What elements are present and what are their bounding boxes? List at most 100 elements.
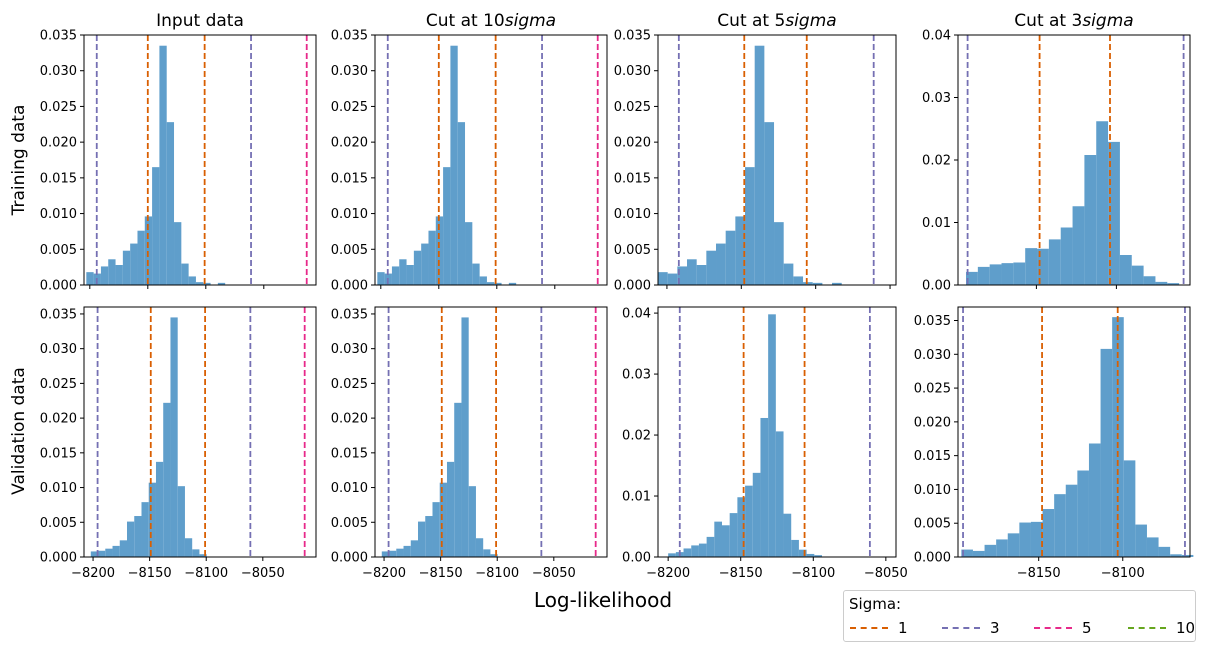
y-tick-label: 0.030 [614, 64, 651, 79]
histogram-bar [754, 45, 765, 286]
histogram-bar [170, 317, 178, 557]
histogram-bar [725, 230, 736, 285]
axes-frame [657, 34, 897, 286]
histogram-bar [108, 259, 116, 285]
histogram-bar [698, 543, 707, 557]
y-tick-label: 0.020 [331, 136, 368, 151]
panel-validation-0: 0.000 0.005 0.010 0.015 0.020 0.025 0.030 0.035… [40, 306, 317, 581]
histogram-bar [428, 230, 436, 285]
y-tick-label: 0.010 [40, 207, 77, 222]
y-tick-label: 0.02 [622, 429, 651, 444]
histogram-bar [439, 482, 447, 557]
y-tick-label: 0.030 [40, 342, 77, 357]
histogram-bar [1019, 522, 1031, 557]
axes-frame [957, 306, 1191, 558]
y-tick-label: 0.030 [331, 64, 368, 79]
axes-frame [657, 306, 897, 558]
panel-validation-3: 0.000 0.005 0.010 0.015 0.020 0.025 0.030 0.035… [914, 306, 1194, 581]
histogram-bar [141, 502, 149, 557]
x-tick-label: −8100 [475, 566, 519, 581]
histogram-bar [112, 545, 120, 557]
histogram-bar [166, 122, 175, 285]
histogram-bar [152, 167, 160, 285]
legend-label-10: 10 [1176, 619, 1196, 637]
histogram-bar [435, 216, 444, 285]
histogram-bar [446, 461, 455, 557]
y-tick-label: 0.020 [40, 412, 77, 427]
histogram-bar [486, 282, 495, 285]
histogram-bar [100, 266, 109, 285]
y-tick-label: 0.015 [614, 171, 651, 186]
x-tick-label: −8200 [646, 566, 690, 581]
histogram-bar [192, 549, 200, 557]
panel-title: Cut at 3sigma [1014, 11, 1133, 31]
y-tick-label: 0.010 [914, 483, 951, 498]
histogram-bar [667, 273, 678, 285]
histogram-bar [768, 314, 776, 557]
legend-label-5: 5 [1082, 619, 1092, 637]
row-label-training: Training data [9, 105, 29, 217]
y-tick-label: 0.015 [914, 449, 951, 464]
y-tick-label: 0.020 [614, 136, 651, 151]
histogram-bar [122, 250, 131, 285]
y-tick-label: 0.020 [914, 415, 951, 430]
histogram-bar [86, 272, 94, 285]
panel-training-2: 0.000 0.005 0.010 0.015 0.020 0.025 0.030 0.035… [614, 11, 897, 294]
y-tick-label: 0.020 [331, 412, 368, 427]
histogram-bar [683, 548, 692, 557]
histogram-bar [696, 265, 707, 285]
histogram-bar [677, 266, 688, 285]
histogram-bar [483, 549, 491, 557]
y-tick-label: 0.005 [40, 516, 77, 531]
histogram-bar [134, 516, 142, 557]
histogram-bar [1170, 554, 1182, 557]
panel-title-sigma: sigma [1082, 11, 1133, 31]
histogram-bar [1135, 524, 1147, 557]
histogram-bar [119, 540, 127, 557]
histogram-bar [148, 482, 156, 557]
histogram-bar [764, 122, 775, 285]
histogram-bar [396, 548, 404, 557]
histogram-bar [144, 216, 153, 285]
y-tick-label: 0.030 [331, 342, 368, 357]
histogram-bar [989, 264, 1002, 286]
y-tick-label: 0.025 [614, 100, 651, 115]
histogram-bar [1100, 348, 1113, 557]
histogram-bar [454, 402, 462, 557]
histogram-bar [687, 259, 697, 285]
histogram-bar [714, 521, 722, 557]
histogram-bar [468, 486, 476, 557]
histogram-bar [735, 216, 746, 285]
histogram-bar [1123, 460, 1136, 557]
panel-validation-2: 0.00 0.01 0.02 0.03 0.04 −8200 −8150 −8100 −8050 [622, 306, 908, 581]
panel-training-0: 0.000 0.005 0.010 0.015 0.020 0.025 0.030 0.035… [40, 11, 317, 294]
y-tick-label: 0.04 [922, 29, 951, 44]
histogram-bar [791, 539, 799, 557]
y-tick-label: 0.025 [331, 377, 368, 392]
histogram-bar [475, 538, 484, 557]
histogram-bar [961, 549, 973, 557]
histogram-bar [1088, 443, 1101, 557]
histogram-bar [722, 525, 730, 557]
histogram-bar [203, 282, 211, 285]
histogram-bar [1037, 248, 1049, 285]
y-tick-label: 0.010 [331, 207, 368, 222]
histogram-bar [1084, 155, 1097, 285]
panel-title-sigma: sigma [785, 11, 836, 31]
y-tick-label: 0.00 [622, 551, 651, 566]
histogram-bar [181, 263, 189, 285]
panel-training-1: 0.000 0.005 0.010 0.015 0.020 0.025 0.030 0.035… [331, 11, 608, 294]
histogram-bar [457, 122, 466, 285]
histogram-bar [1155, 281, 1168, 286]
histogram-bar [403, 545, 411, 557]
histogram-bar [1119, 255, 1132, 285]
histogram-bar [155, 461, 164, 557]
axes-frame [374, 34, 608, 286]
legend: Sigma: 1 3 5 10 [843, 590, 1196, 642]
histogram-bar [399, 259, 407, 285]
y-tick-label: 0.035 [40, 307, 77, 322]
y-tick-label: 0.010 [614, 207, 651, 222]
histogram-bar [90, 551, 99, 557]
histogram-bar [410, 540, 418, 557]
histogram-bar [406, 265, 414, 285]
